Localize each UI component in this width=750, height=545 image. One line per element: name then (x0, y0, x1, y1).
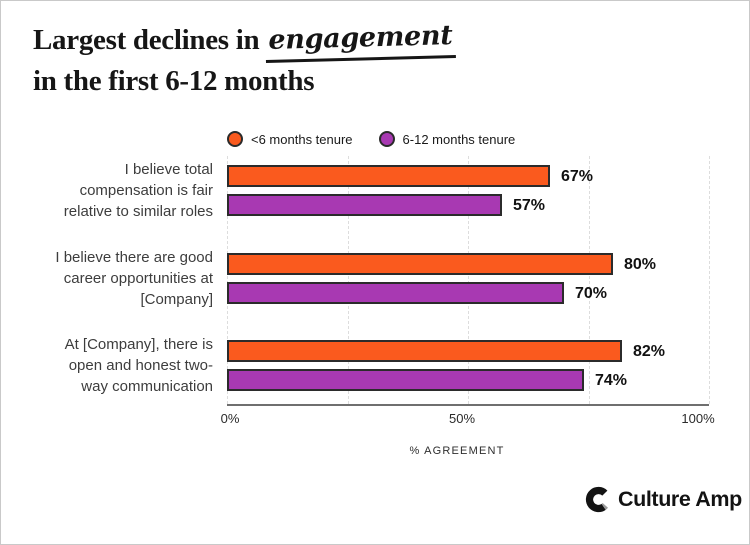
category-label-line: compensation is fair (79, 182, 213, 199)
bar-lt6mo-group3 (227, 340, 622, 362)
culture-amp-logo: Culture Amp (585, 486, 742, 513)
legend-item-lt6mo: <6 months tenure (227, 131, 353, 147)
category-label-line: career opportunities at (63, 270, 213, 287)
bar-6to12mo-group3 (227, 369, 584, 391)
x-axis-line (227, 404, 709, 406)
category-label-line: open and honest two- (68, 357, 213, 374)
bar-6to12mo-group1 (227, 194, 502, 216)
chart-title-line1: Largest declines in engagement (33, 17, 457, 63)
chart-title-line2: in the first 6-12 months (33, 65, 315, 97)
category-label-line: [Company] (140, 291, 213, 308)
category-label-line: I believe there are good (55, 249, 213, 266)
legend-dot-icon (227, 131, 243, 147)
culture-amp-c-icon (585, 486, 609, 513)
vertical-gridline-100pct (709, 156, 710, 404)
category-label-line: I believe total (124, 161, 213, 178)
bar-value-label: 70% (575, 285, 608, 302)
x-tick-label-100: 100% (681, 411, 715, 426)
culture-amp-wordmark: Culture Amp (618, 487, 742, 511)
chart-title-prefix: Largest declines in (33, 24, 260, 56)
vertical-gridline-50pct (468, 156, 469, 404)
bar-lt6mo-group1 (227, 165, 550, 187)
chart-title: Largest declines in engagement in the fi… (33, 17, 457, 100)
legend-dot-icon (378, 131, 395, 147)
bar-6to12mo-group2 (227, 282, 564, 304)
category-label: I believe total compensation is fair relat… (26, 159, 213, 222)
bar-value-label: 80% (624, 256, 657, 273)
chart-title-highlight-engagement: engagement (265, 17, 457, 63)
bar-value-label: 57% (513, 197, 546, 214)
vertical-gridline-75pct (588, 156, 590, 404)
legend: <6 months tenure 6-12 months tenure (227, 131, 515, 147)
category-label: At [Company], there is open and honest tw… (26, 334, 213, 397)
bar-lt6mo-group2 (227, 253, 613, 275)
x-tick-label-0: 0% (220, 411, 240, 426)
vertical-gridline-25pct (347, 156, 349, 404)
x-tick-label-50: 50% (448, 411, 476, 426)
vertical-gridline-0pct (227, 156, 228, 404)
category-label-line: At [Company], there is (64, 336, 213, 353)
bar-value-label: 74% (595, 372, 628, 389)
bar-value-label: 67% (561, 168, 594, 185)
bar-value-label: 82% (633, 343, 666, 360)
x-axis-title: % AGREEMENT (409, 445, 505, 457)
legend-item-6to12mo: 6-12 months tenure (378, 131, 516, 147)
legend-label: 6-12 months tenure (402, 131, 516, 147)
category-label: I believe there are good career opportuni… (26, 247, 213, 310)
category-label-line: way communication (81, 378, 213, 395)
legend-label: <6 months tenure (251, 131, 353, 147)
category-label-line: relative to similar roles (63, 203, 213, 220)
